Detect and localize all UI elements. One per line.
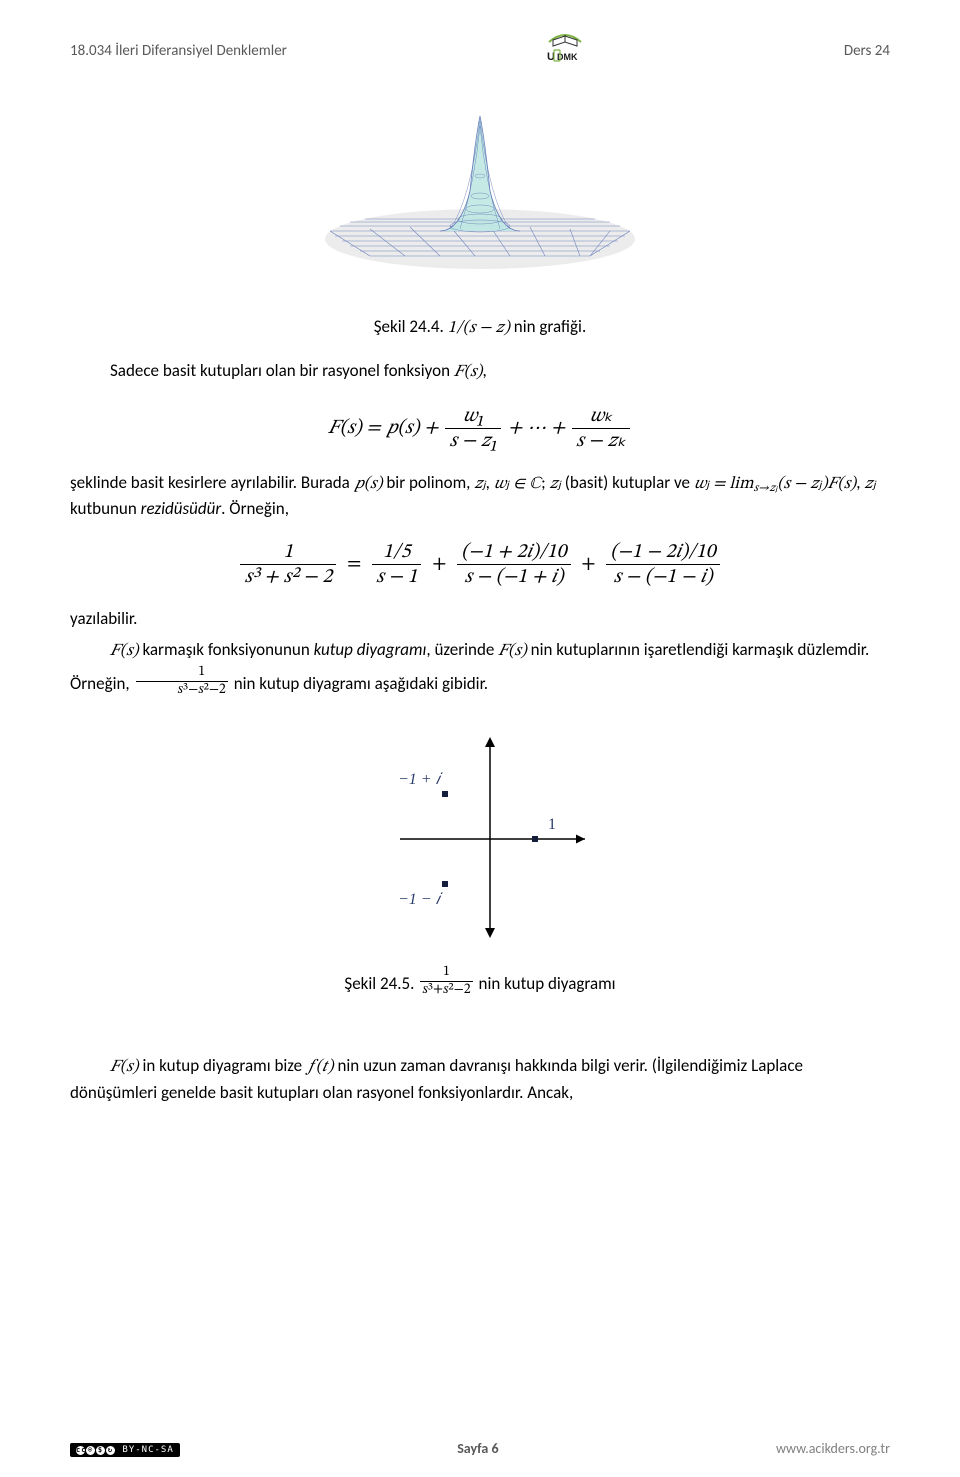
page-header: 18.034 İleri Diferansiyel Denklemler U D… — [70, 30, 890, 71]
page: 18.034 İleri Diferansiyel Denklemler U D… — [0, 0, 960, 1477]
p2-t2: bir polinom, — [383, 472, 475, 493]
cc-badge-icon: cc⍟$↻ BY-NC-SA — [70, 1443, 180, 1457]
surface-plot-icon — [310, 101, 650, 281]
paragraph-2: şeklinde basit kesirlere ayrılabilir. Bu… — [70, 471, 890, 522]
eq2-p1: + — [428, 554, 455, 574]
p4-fd: 𝑠³−𝑠²−2 — [136, 682, 228, 699]
p2-m4: 𝑧ⱼ — [550, 476, 561, 493]
p4-frac: 1𝑠³−𝑠²−2 — [136, 664, 228, 699]
header-right: Ders 24 — [844, 42, 890, 60]
p4-m2: 𝐹(𝑠) — [498, 643, 527, 660]
caption-math: 1/(𝑠 − 𝑧) — [448, 320, 510, 337]
p2-m5a: 𝑤ⱼ = lim — [694, 476, 754, 493]
p2-m5: 𝑤ⱼ = lim𝑠→𝑧ⱼ(𝑠 − 𝑧ⱼ)𝐹(𝑠) — [694, 476, 856, 493]
eq1-frack: 𝑤ₖ 𝑠 − 𝑧ₖ — [572, 404, 630, 453]
header-left: 18.034 İleri Diferansiyel Denklemler — [70, 42, 287, 60]
p1-t2: , — [482, 360, 486, 381]
eq2-f2n: 1/5 — [372, 540, 421, 565]
eq2-f3n: (−1 + 2𝑖)/10 — [457, 540, 570, 565]
eq2-f1d: 𝑠³ + 𝑠² − 2 — [240, 565, 336, 589]
eq1-fk-num: 𝑤ₖ — [572, 404, 630, 429]
eq1-fk-den: 𝑠 − 𝑧ₖ — [572, 429, 630, 453]
footer-left: cc⍟$↻ BY-NC-SA — [70, 1439, 180, 1457]
equation-partial-fractions: 𝐹(𝑠) = 𝑝(𝑠) + 𝑤₁ 𝑠 − 𝑧₁ + ⋯ + 𝑤ₖ 𝑠 − 𝑧ₖ — [70, 404, 890, 453]
eq1-mid: + ⋯ + — [508, 418, 570, 438]
eq2-eq: = — [343, 554, 370, 574]
caption-suffix: nin grafiği. — [510, 316, 586, 337]
cc-text: BY-NC-SA — [122, 1445, 173, 1455]
eq2-f4n: (−1 − 2𝑖)/10 — [606, 540, 719, 565]
nc-icon: $ — [96, 1446, 105, 1455]
by-icon: ⍟ — [86, 1446, 95, 1455]
pole-label-bl: −1 − 𝑖 — [398, 891, 444, 908]
fig2-fd: 𝑠³+𝑠²−2 — [420, 982, 472, 999]
p4-t4: nin kutup diyagramı aşağıdaki gibidir. — [230, 673, 488, 694]
eq1-f1-den: 𝑠 − 𝑧₁ — [445, 429, 501, 453]
spacer — [70, 1018, 890, 1048]
figure-24-4 — [70, 101, 890, 286]
p1-t1: Sadece basit kutupları olan bir rasyonel… — [110, 360, 454, 381]
footer-right: www.acikders.org.tr — [776, 1440, 890, 1457]
eq1-frac1: 𝑤₁ 𝑠 − 𝑧₁ — [445, 404, 501, 453]
p4-i1: kutup diyagramı — [314, 639, 427, 660]
fig2-suffix: nin kutup diyagramı — [475, 973, 616, 994]
p2-t5: (basit) kutuplar ve — [561, 472, 694, 493]
p2-t7: kutbunun — [70, 498, 141, 519]
p4-fn: 1 — [136, 664, 228, 682]
p5-t1: in kutup diyagramı bize — [139, 1055, 306, 1076]
p2-m1: 𝑝(𝑠) — [354, 476, 383, 493]
eq2-f3: (−1 + 2𝑖)/10 𝑠 − (−1 + 𝑖) — [457, 540, 570, 589]
p2-t3: , — [486, 472, 494, 493]
eq2-f3d: 𝑠 − (−1 + 𝑖) — [457, 565, 570, 589]
p2-m2: 𝑧ⱼ — [474, 476, 485, 493]
p4-t2: , üzerinde — [426, 639, 498, 660]
figure-24-5-caption: Şekil 24.5. 1𝑠³+𝑠²−2 nin kutup diyagramı — [70, 964, 890, 999]
fig2-prefix: Şekil 24.5. — [344, 973, 418, 994]
eq2-f4d: 𝑠 − (−1 − 𝑖) — [606, 565, 719, 589]
p5-m2: 𝑓(𝑡) — [306, 1059, 334, 1076]
eq2-f2: 1/5 𝑠 − 1 — [372, 540, 421, 589]
footer-center: Sayfa 6 — [457, 1440, 498, 1457]
fig2-frac: 1𝑠³+𝑠²−2 — [420, 964, 472, 999]
equation-example-decomp: 1 𝑠³ + 𝑠² − 2 = 1/5 𝑠 − 1 + (−1 + 2𝑖)/10… — [70, 540, 890, 589]
eq2-f2d: 𝑠 − 1 — [372, 565, 421, 589]
cc-icon: cc — [76, 1446, 85, 1455]
pole-diagram-figure: −1 + 𝑖 −1 − 𝑖 1 — [70, 729, 890, 954]
p2-t4: ; — [541, 472, 549, 493]
p2-m5b: (𝑠 − 𝑧ⱼ)𝐹(𝑠) — [777, 476, 856, 493]
eq2-f1n: 1 — [240, 540, 336, 565]
p2-m6: 𝑧ⱼ — [864, 476, 875, 493]
figure-24-4-caption: Şekil 24.4. 1/(𝑠 − 𝑧) nin grafiği. — [70, 316, 890, 339]
page-footer: cc⍟$↻ BY-NC-SA Sayfa 6 www.acikders.org.… — [70, 1439, 890, 1457]
paragraph-1: Sadece basit kutupları olan bir rasyonel… — [70, 359, 890, 386]
p2-t1: şeklinde basit kesirlere ayrılabilir. Bu… — [70, 472, 354, 493]
p5-m1: 𝐹(𝑠) — [110, 1059, 139, 1076]
p2-i1: rezidüsüdür — [141, 498, 222, 519]
sa-icon: ↻ — [106, 1446, 115, 1455]
eq1-f1-num: 𝑤₁ — [445, 404, 501, 429]
fig2-fn: 1 — [420, 964, 472, 982]
pole-label-tl: −1 + 𝑖 — [398, 771, 444, 788]
header-logo-container: U DMK — [287, 30, 844, 71]
p4-t1: karmaşık fonksiyonunun — [139, 639, 314, 660]
p2-t8: . Örneğin, — [221, 498, 289, 519]
pole-diagram-icon: −1 + 𝑖 −1 − 𝑖 1 — [360, 729, 600, 949]
eq2-f4: (−1 − 2𝑖)/10 𝑠 − (−1 − 𝑖) — [606, 540, 719, 589]
paragraph-4: 𝐹(𝑠) karmaşık fonksiyonunun kutup diyagr… — [70, 638, 890, 699]
pole-label-r: 1 — [548, 816, 556, 833]
p2-m5sub: 𝑠→𝑧ⱼ — [754, 482, 778, 494]
paragraph-5: 𝐹(𝑠) in kutup diyagramı bize 𝑓(𝑡) nin uz… — [70, 1054, 890, 1105]
caption-prefix: Şekil 24.4. — [374, 316, 448, 337]
logo-icon: U DMK — [543, 30, 587, 71]
p1-m1: 𝐹(𝑠) — [454, 364, 483, 381]
eq1-lhs: 𝐹(𝑠) = 𝑝(𝑠) + — [328, 418, 443, 438]
p4-m1: 𝐹(𝑠) — [110, 643, 139, 660]
eq2-f1: 1 𝑠³ + 𝑠² − 2 — [240, 540, 336, 589]
eq2-p2: + — [577, 554, 604, 574]
p2-m3: 𝑤ⱼ ∈ ℂ — [494, 476, 541, 493]
paragraph-3: yazılabilir. — [70, 607, 890, 632]
